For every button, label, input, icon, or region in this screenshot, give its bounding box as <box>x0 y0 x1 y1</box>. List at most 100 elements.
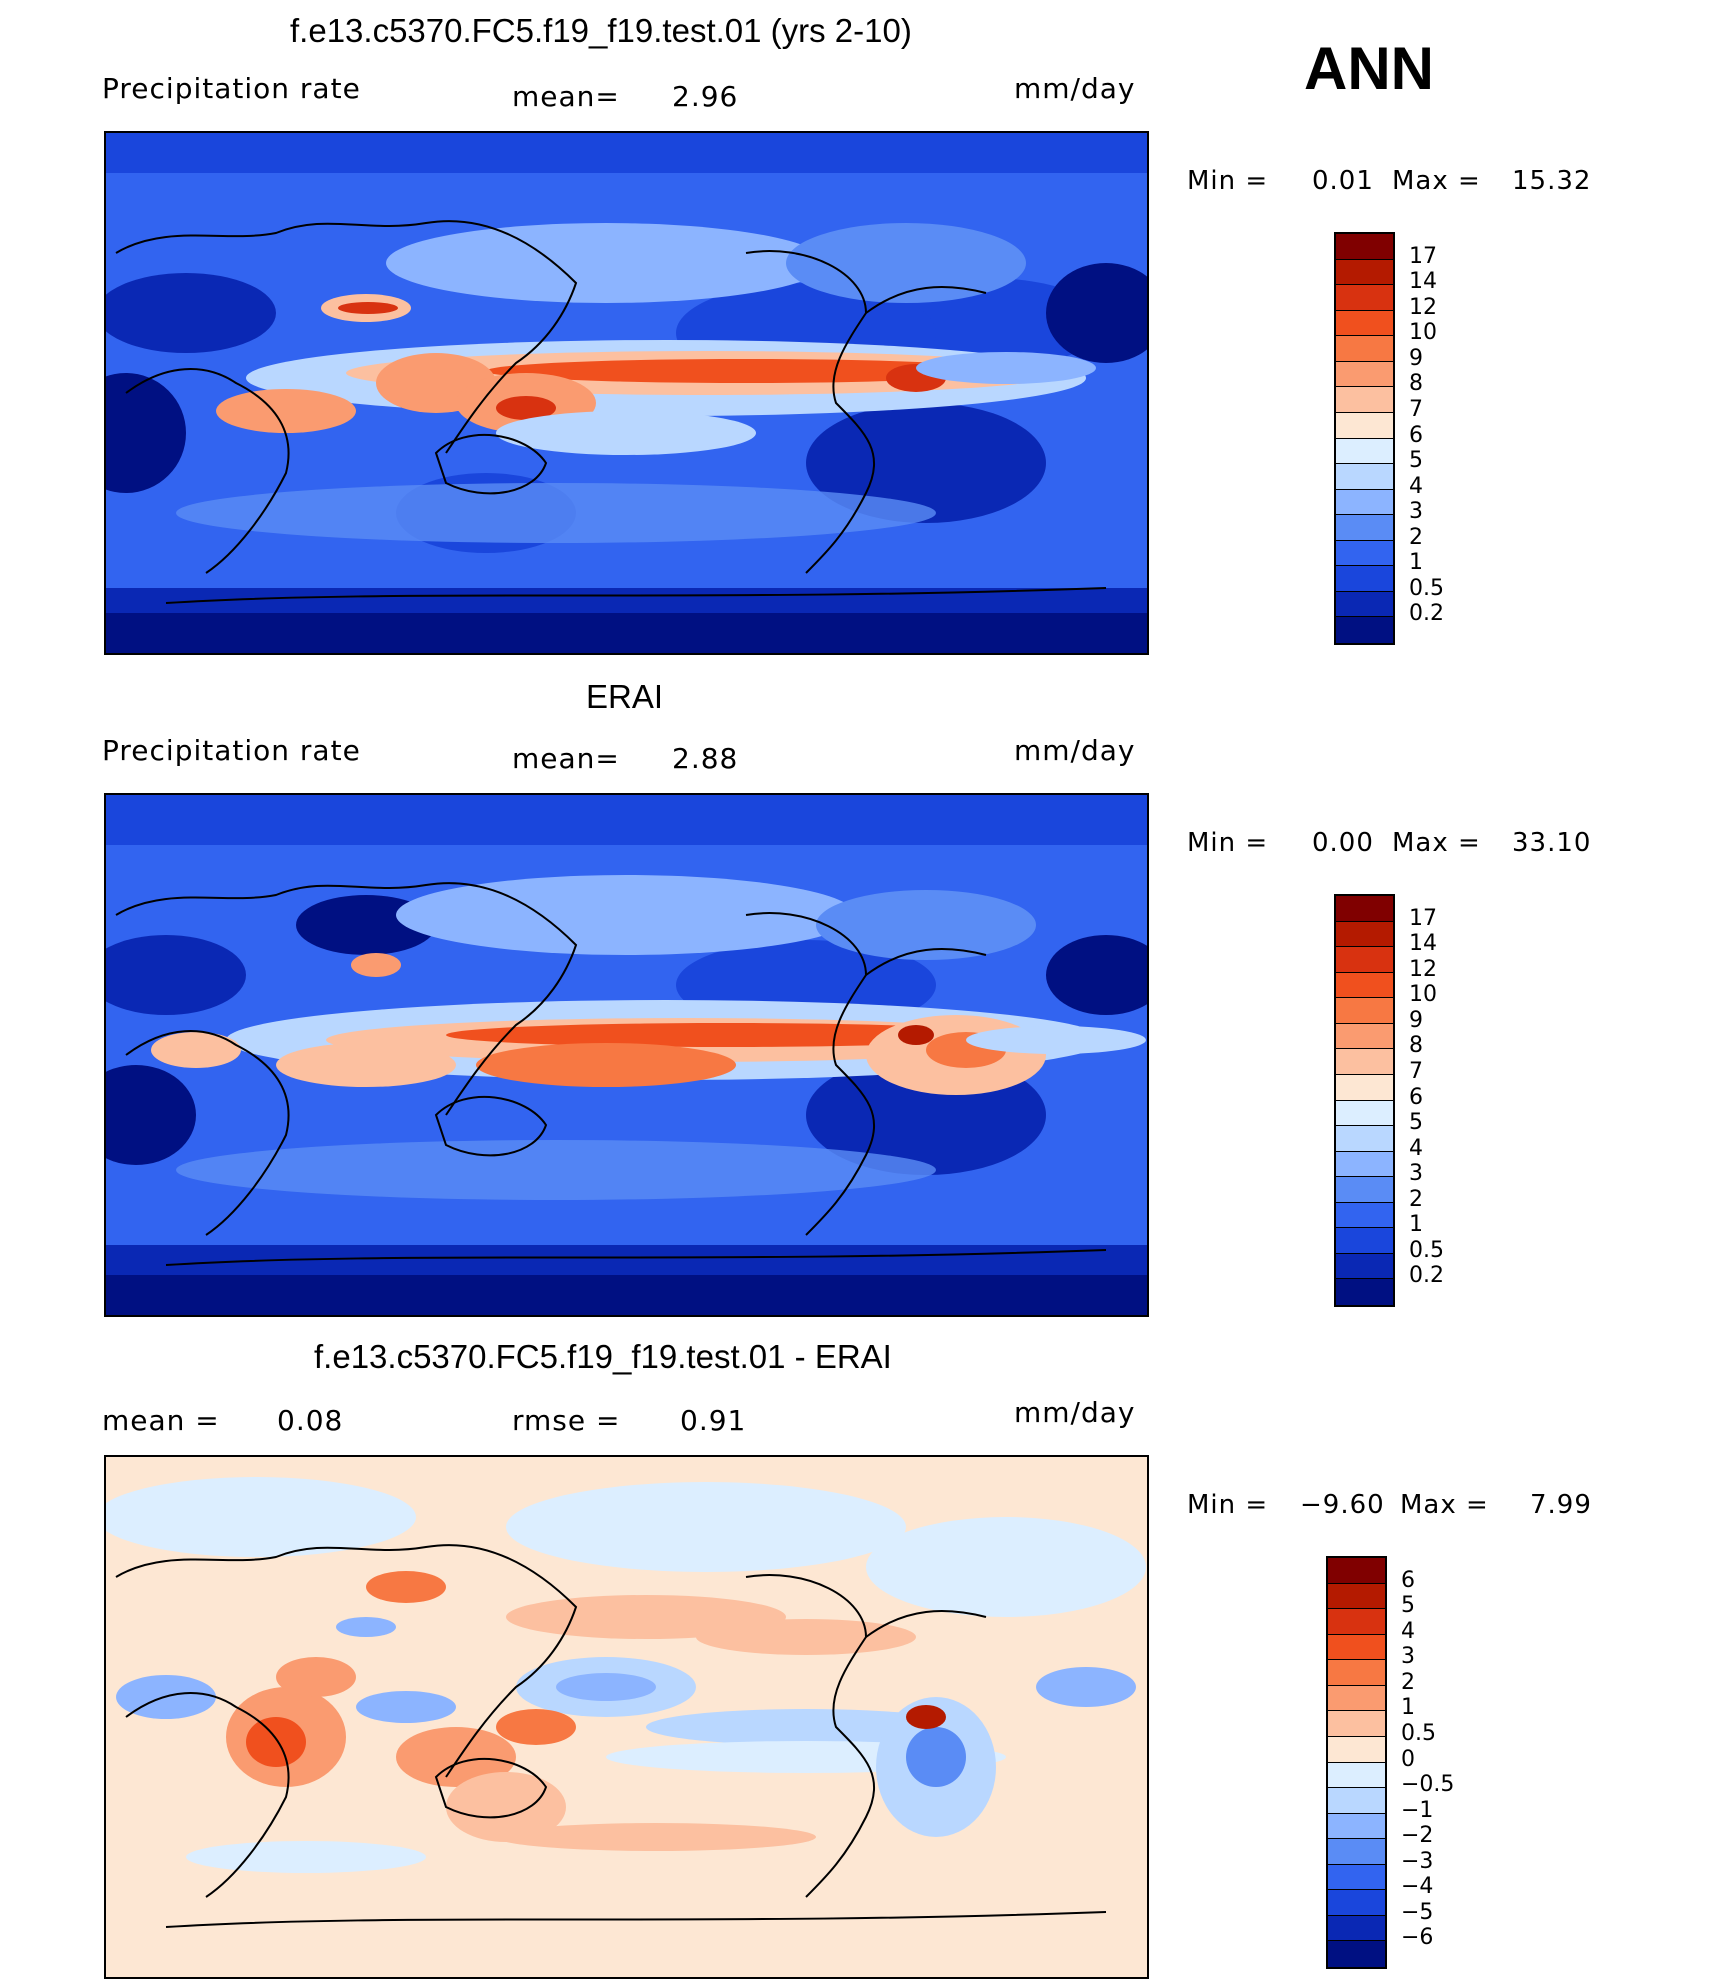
colorbar-tick-label: 10 <box>1409 982 1437 1008</box>
colorbar-swatch <box>1336 1228 1393 1254</box>
colorbar-tick-label: 17 <box>1409 905 1437 931</box>
colorbar-tick-label: 0.5 <box>1401 1720 1436 1746</box>
panel-3-map <box>104 1455 1149 1979</box>
colorbar-swatch <box>1336 1100 1393 1127</box>
colorbar-tick-label: 4 <box>1409 1135 1423 1161</box>
colorbar-swatch <box>1336 591 1393 618</box>
colorbar-swatch <box>1328 1660 1385 1686</box>
panel-3-title: f.e13.c5370.FC5.f19_f19.test.01 - ERAI <box>314 1338 892 1375</box>
colorbar-swatch <box>1336 1151 1393 1178</box>
colorbar-tick-label: 3 <box>1409 1161 1423 1187</box>
colorbar-swatch <box>1336 285 1393 311</box>
colorbar-swatch <box>1328 1711 1385 1737</box>
colorbar-swatch <box>1328 1813 1385 1840</box>
colorbar-tick-label: −1 <box>1401 1797 1434 1823</box>
colorbar-tick-label: 2 <box>1409 1186 1423 1212</box>
colorbar-swatch <box>1336 1177 1393 1203</box>
panel-3-map-field <box>106 1457 1147 1977</box>
colorbar-tick-label: 0.5 <box>1409 575 1444 601</box>
colorbar-swatch <box>1328 1558 1385 1584</box>
panel-1-title: f.e13.c5370.FC5.f19_f19.test.01 (yrs 2-1… <box>290 12 912 49</box>
colorbar-tick-label: 4 <box>1409 473 1423 499</box>
colorbar-tick-label: 0 <box>1401 1746 1415 1772</box>
panel-1-colorbar <box>1334 232 1395 645</box>
colorbar-tick-label: 3 <box>1409 499 1423 525</box>
panel-1-max-value: 15.32 <box>1512 166 1592 196</box>
colorbar-swatch <box>1336 234 1393 260</box>
colorbar-swatch <box>1328 1864 1385 1891</box>
colorbar-swatch <box>1336 1074 1393 1101</box>
colorbar-tick-label: 14 <box>1409 269 1437 295</box>
panel-1-variable-label: Precipitation rate <box>102 72 361 105</box>
colorbar-swatch <box>1336 972 1393 999</box>
panel-1-mean-value: 2.96 <box>672 80 739 113</box>
panel-1-mean-label: mean= <box>512 80 620 113</box>
colorbar-tick-label: 2 <box>1409 524 1423 550</box>
colorbar-tick-label: 5 <box>1409 448 1423 474</box>
colorbar-tick-label: 10 <box>1409 320 1437 346</box>
colorbar-tick-label: 2 <box>1401 1669 1415 1695</box>
season-label: ANN <box>1304 35 1434 102</box>
panel-2-map <box>104 793 1149 1317</box>
colorbar-swatch <box>1336 566 1393 592</box>
colorbar-tick-label: 8 <box>1409 371 1423 397</box>
panel-3-rmse-value: 0.91 <box>680 1404 747 1437</box>
panel-3-max-label: Max = <box>1400 1490 1489 1520</box>
colorbar-swatch <box>1328 1762 1385 1789</box>
colorbar-swatch <box>1336 515 1393 541</box>
panel-1-units: mm/day <box>1014 72 1136 105</box>
colorbar-swatch <box>1336 540 1393 567</box>
panel-2-mean-value: 2.88 <box>672 742 739 775</box>
colorbar-tick-label: 0.2 <box>1409 601 1444 627</box>
colorbar-tick-label: 1 <box>1409 1212 1423 1238</box>
panel-3-colorbar <box>1326 1556 1387 1969</box>
colorbar-swatch <box>1336 387 1393 413</box>
colorbar-swatch <box>1336 361 1393 388</box>
panel-2-max-label: Max = <box>1392 828 1481 858</box>
colorbar-tick-label: −6 <box>1401 1925 1434 1951</box>
colorbar-tick-label: 7 <box>1409 1058 1423 1084</box>
colorbar-swatch <box>1336 489 1393 516</box>
colorbar-tick-label: 6 <box>1401 1567 1415 1593</box>
colorbar-swatch <box>1336 1253 1393 1280</box>
colorbar-tick-label: 0.2 <box>1409 1263 1444 1289</box>
colorbar-tick-label: 4 <box>1401 1618 1415 1644</box>
colorbar-swatch <box>1328 1609 1385 1635</box>
colorbar-tick-label: 6 <box>1409 422 1423 448</box>
colorbar-swatch <box>1336 412 1393 439</box>
panel-1-min-value: 0.01 <box>1312 166 1374 196</box>
panel-1-map <box>104 131 1149 655</box>
colorbar-swatch <box>1336 947 1393 973</box>
colorbar-swatch <box>1328 1915 1385 1942</box>
colorbar-tick-label: 17 <box>1409 243 1437 269</box>
colorbar-swatch <box>1336 1126 1393 1152</box>
colorbar-swatch <box>1336 310 1393 337</box>
colorbar-tick-label: −4 <box>1401 1874 1434 1900</box>
panel-3-min-label: Min = <box>1187 1490 1269 1520</box>
colorbar-swatch <box>1328 1685 1385 1712</box>
colorbar-tick-label: 0.5 <box>1409 1237 1444 1263</box>
colorbar-tick-label: 9 <box>1409 345 1423 371</box>
panel-1-min-label: Min = <box>1187 166 1269 196</box>
panel-3-rmse-label: rmse = <box>512 1404 621 1437</box>
colorbar-swatch <box>1328 1788 1385 1814</box>
panel-1-max-label: Max = <box>1392 166 1481 196</box>
colorbar-tick-label: 14 <box>1409 931 1437 957</box>
panel-2-min-value: 0.00 <box>1312 828 1374 858</box>
colorbar-swatch <box>1336 617 1393 643</box>
colorbar-swatch <box>1336 896 1393 922</box>
colorbar-swatch <box>1336 336 1393 362</box>
colorbar-tick-label: 1 <box>1409 550 1423 576</box>
colorbar-swatch <box>1336 1023 1393 1050</box>
panel-3-mean-value: 0.08 <box>277 1404 344 1437</box>
panel-2-variable-label: Precipitation rate <box>102 734 361 767</box>
colorbar-swatch <box>1336 998 1393 1024</box>
panel-2-min-label: Min = <box>1187 828 1269 858</box>
colorbar-tick-label: 3 <box>1401 1644 1415 1670</box>
panel-2-max-value: 33.10 <box>1512 828 1592 858</box>
colorbar-swatch <box>1328 1839 1385 1865</box>
colorbar-tick-label: 8 <box>1409 1033 1423 1059</box>
panel-2-title: ERAI <box>586 678 664 715</box>
panel-2-mean-label: mean= <box>512 742 620 775</box>
colorbar-tick-label: −5 <box>1401 1899 1434 1925</box>
